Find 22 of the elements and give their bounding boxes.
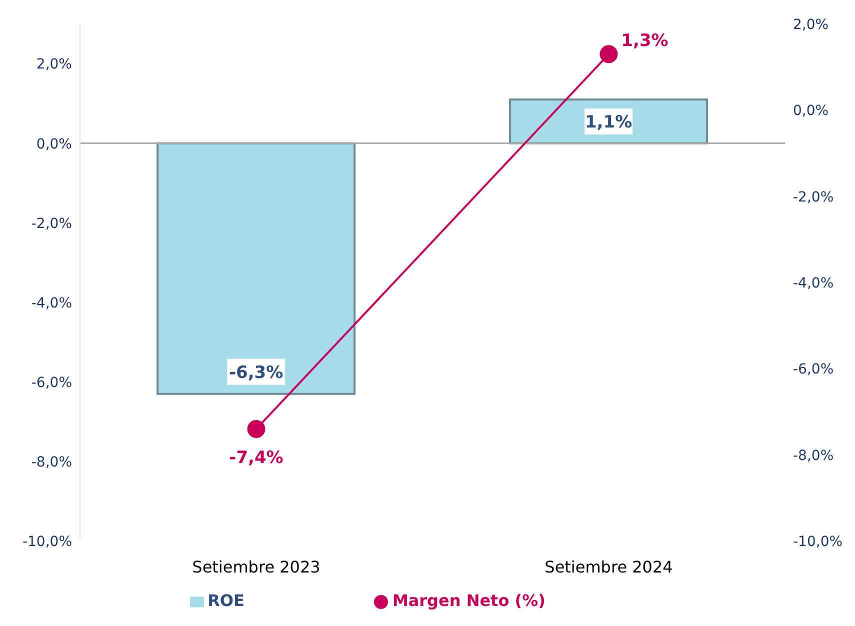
y2-tick-label: 2,0%	[793, 16, 829, 33]
y2-tick-label: -6,0%	[793, 362, 834, 378]
y-tick-label: -10,0%	[22, 534, 72, 550]
data-label: 1,1%	[584, 112, 632, 132]
y-tick-label: -6,0%	[31, 374, 72, 391]
y-tick-label: 2,0%	[36, 56, 72, 73]
data-label: -7,4%	[229, 448, 284, 468]
y-tick-label: -8,0%	[31, 454, 72, 470]
x-tick-label: Setiembre 2024	[544, 557, 673, 576]
y-tick-label: 0,0%	[36, 136, 72, 152]
data-label: -6,3%	[228, 362, 284, 383]
y2-tick-label: -10,0%	[793, 534, 843, 550]
y2-tick-label: -2,0%	[793, 189, 834, 206]
y2-tick-label: 0,0%	[793, 103, 829, 120]
y-tick-label: -4,0%	[31, 295, 72, 312]
data-label: 1,3%	[621, 31, 668, 52]
y-tick-label: -2,0%	[31, 216, 72, 232]
y2-tick-label: -4,0%	[793, 275, 834, 292]
x-tick-label: Setiembre 2023	[192, 557, 320, 576]
legend-label: Margen Neto (%)	[392, 591, 546, 610]
legend-label: ROE	[208, 591, 244, 610]
y2-tick-label: -8,0%	[793, 448, 834, 464]
